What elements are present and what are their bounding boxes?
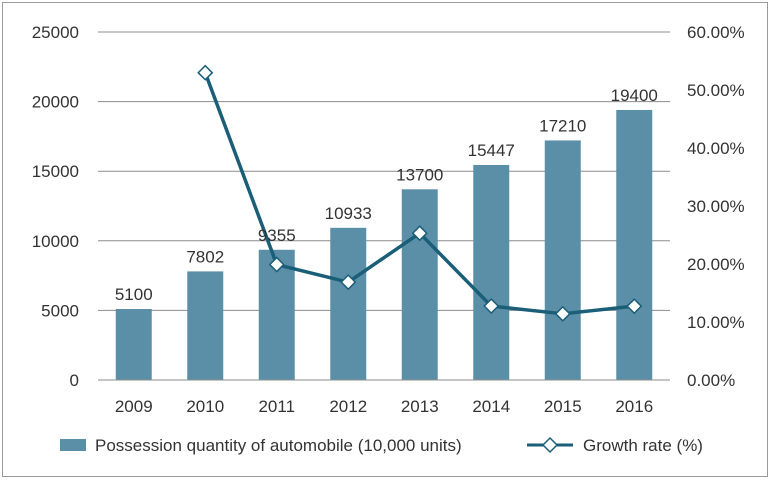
chart-container: 5100 7802 9355 10933 13700 15447 17210 19400 0 5… [2, 2, 768, 477]
y-left-tick-label: 20000 [32, 93, 79, 112]
bar [544, 140, 581, 380]
y-left-tick-label: 10000 [32, 232, 79, 251]
bar [616, 109, 653, 381]
x-tick-label: 2015 [544, 397, 582, 416]
bar-data-label: 13700 [396, 165, 443, 184]
legend-line-marker [541, 436, 559, 454]
line-series [197, 64, 643, 322]
growth-rate-point [411, 225, 428, 242]
growth-rate-point [340, 274, 357, 291]
y-right-tick-label: 50.00% [687, 81, 745, 100]
bar [473, 164, 510, 380]
x-tick-label: 2014 [472, 397, 510, 416]
data-labels: 5100 7802 9355 10933 13700 15447 17210 19400 [115, 86, 658, 304]
x-tick-label: 2010 [186, 397, 224, 416]
bar-data-label: 15447 [468, 141, 515, 160]
combo-chart: 5100 7802 9355 10933 13700 15447 17210 19400 0 5… [32, 23, 745, 455]
x-tick-label: 2009 [115, 397, 153, 416]
bar-data-label: 9355 [258, 226, 296, 245]
bar-data-label: 10933 [325, 204, 372, 223]
y-left-tick-label: 25000 [32, 23, 79, 42]
bar-data-label: 7802 [186, 247, 224, 266]
bar [187, 271, 224, 380]
bar-data-label: 5100 [115, 285, 153, 304]
x-tick-label: 2013 [401, 397, 439, 416]
growth-rate-point [483, 297, 500, 315]
x-tick-label: 2012 [329, 397, 367, 416]
y-right-tick-label: 30.00% [687, 197, 745, 216]
growth-rate-point [197, 64, 214, 81]
y-right-tick-label: 60.00% [687, 23, 745, 42]
bar [401, 189, 438, 380]
legend-bar-label: Possession quantity of automobile (10,00… [95, 436, 462, 455]
y-left-tick-label: 15000 [32, 162, 79, 181]
bar-series [115, 109, 653, 381]
y-left-tick-label: 5000 [41, 301, 79, 320]
y-left-tick-label: 0 [70, 371, 79, 390]
legend: Possession quantity of automobile (10,00… [60, 436, 703, 455]
bar [330, 227, 367, 380]
growth-rate-point [268, 256, 285, 273]
bar-data-label: 17210 [539, 116, 586, 135]
axes: 0 5000 10000 15000 20000 25000 0.00% 10.00% 20.0… [32, 23, 745, 416]
growth-rate-point [626, 298, 643, 315]
x-tick-label: 2011 [258, 397, 295, 416]
gridlines [98, 31, 670, 311]
growth-rate-point [554, 305, 571, 322]
y-right-tick-label: 20.00% [687, 255, 745, 274]
y-right-tick-label: 0.00% [687, 371, 735, 390]
y-right-tick-label: 40.00% [687, 139, 745, 158]
x-tick-label: 2016 [615, 397, 653, 416]
legend-line-label: Growth rate (%) [583, 436, 703, 455]
y-right-tick-label: 10.00% [687, 313, 745, 332]
legend-bar-swatch [60, 439, 86, 451]
bar [115, 309, 152, 380]
bar-data-label: 19400 [611, 86, 658, 105]
